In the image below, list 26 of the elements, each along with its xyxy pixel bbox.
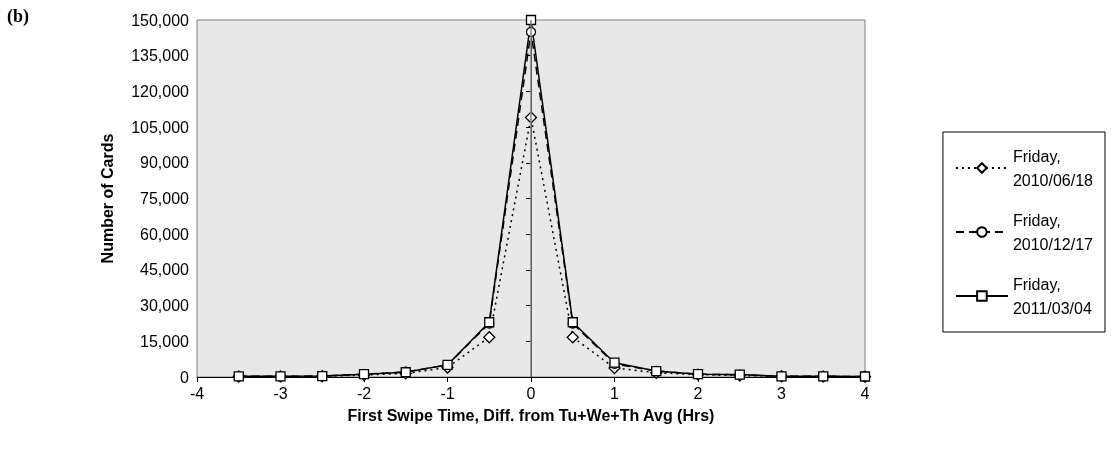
x-tick-label: -3 bbox=[273, 384, 288, 402]
y-tick-label: 105,000 bbox=[131, 118, 190, 136]
legend-label: Friday, 2010/06/18 bbox=[1012, 147, 1094, 189]
x-tick-label: 1 bbox=[610, 384, 620, 402]
x-tick-label: -2 bbox=[356, 384, 372, 402]
y-tick-label: 45,000 bbox=[140, 261, 190, 279]
y-tick-label: 150,000 bbox=[131, 11, 190, 29]
x-tick-label: 3 bbox=[777, 384, 787, 402]
y-tick-label: 15,000 bbox=[140, 332, 190, 350]
y-tick-label: 75,000 bbox=[140, 190, 190, 207]
x-axis-title: First Swipe Time, Diff. from Tu+We+Th Avg (Hrs) bbox=[347, 406, 715, 424]
y-tick-label: 120,000 bbox=[131, 82, 190, 100]
y-tick-label: 0 bbox=[180, 368, 190, 386]
x-tick-label: -4 bbox=[189, 384, 205, 402]
y-tick-label: 60,000 bbox=[140, 225, 190, 243]
legend-label: Friday, 2010/12/17 bbox=[1012, 211, 1094, 253]
x-tick-label: 4 bbox=[860, 384, 870, 402]
x-tick-label: -1 bbox=[440, 384, 455, 402]
y-tick-label: 30,000 bbox=[140, 297, 190, 315]
x-tick-label: 0 bbox=[526, 384, 536, 402]
y-axis-title: Number of Cards bbox=[98, 133, 116, 264]
x-tick-label: 2 bbox=[693, 384, 703, 402]
y-tick-label: 90,000 bbox=[140, 154, 190, 172]
text: (b) bbox=[7, 6, 29, 27]
legend-label: Friday, 2011/03/04 bbox=[1012, 275, 1092, 317]
y-tick-label: 135,000 bbox=[131, 47, 190, 65]
